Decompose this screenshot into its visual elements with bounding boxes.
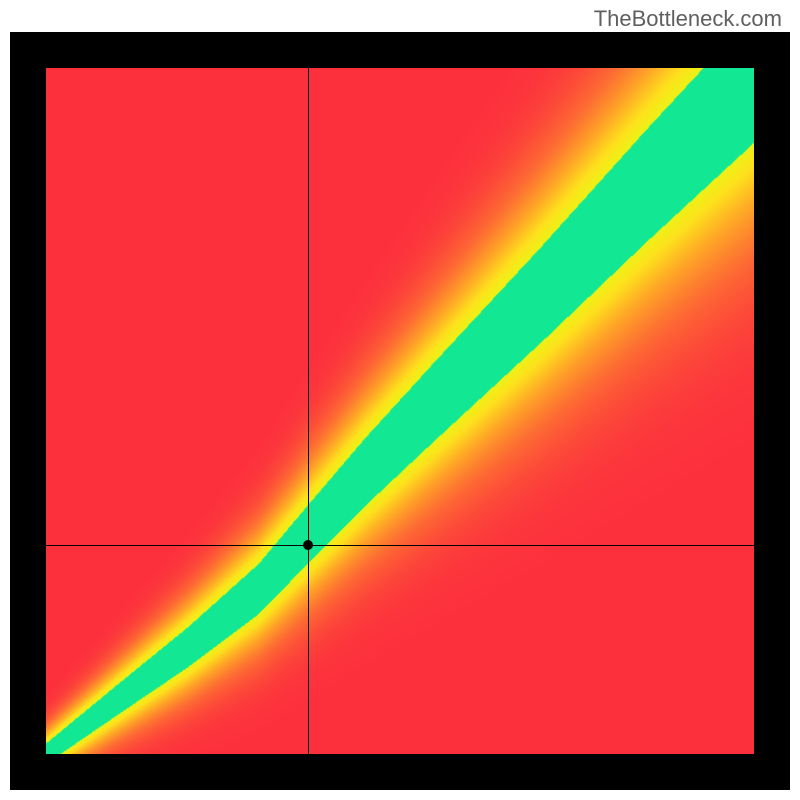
chart-frame	[10, 32, 790, 790]
heatmap-plot	[46, 68, 754, 754]
crosshair-vertical	[308, 68, 309, 754]
crosshair-horizontal	[46, 545, 754, 546]
heatmap-canvas	[46, 68, 754, 754]
crosshair-marker	[303, 540, 313, 550]
watermark-text: TheBottleneck.com	[594, 6, 782, 32]
